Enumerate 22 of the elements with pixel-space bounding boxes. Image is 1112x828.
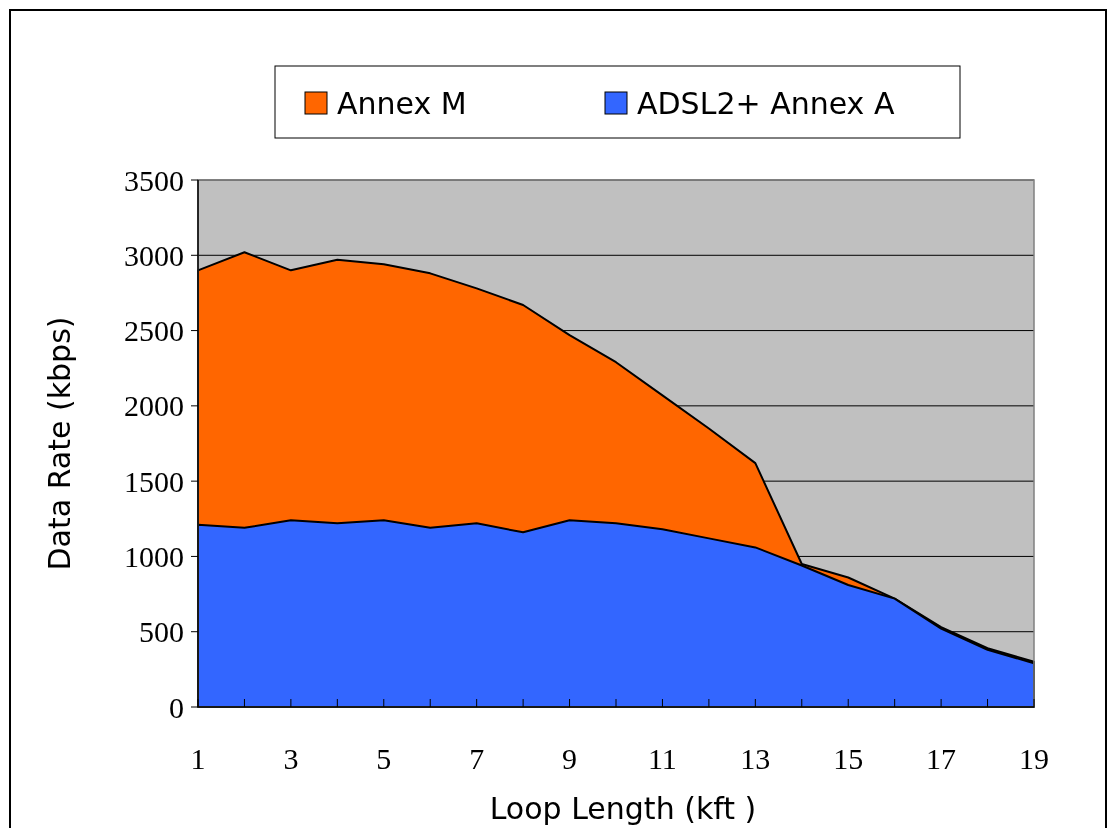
x-tick-label: 3	[283, 742, 299, 775]
y-tick-label: 1000	[124, 539, 184, 573]
x-tick-label: 9	[562, 742, 578, 775]
y-tick-label: 500	[139, 615, 184, 649]
x-tick-label: 19	[1019, 742, 1049, 775]
y-tick-label: 1500	[124, 464, 184, 498]
y-tick-label: 3000	[124, 238, 184, 272]
x-tick-label: 13	[740, 742, 771, 775]
y-tick-label: 2000	[124, 389, 184, 423]
legend-label: ADSL2+ Annex A	[637, 85, 895, 121]
x-tick-label: 17	[926, 742, 957, 775]
y-tick-label: 0	[169, 690, 184, 724]
x-tick-label: 1	[190, 742, 206, 775]
x-tick-label: 11	[648, 742, 677, 775]
x-axis-title: Loop Length (kft )	[489, 791, 757, 826]
y-tick-label: 3500	[124, 163, 184, 197]
x-tick-label: 5	[376, 742, 392, 775]
y-axis-title: Data Rate (kbps)	[42, 316, 77, 571]
x-tick-label: 15	[833, 742, 864, 775]
y-tick-label: 2500	[124, 314, 184, 348]
x-tick-label: 7	[469, 742, 485, 775]
legend-label: Annex M	[337, 85, 467, 121]
